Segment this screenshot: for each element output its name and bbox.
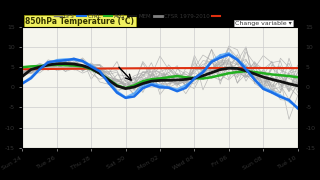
Text: 850hPa Temperature (°C): 850hPa Temperature (°C) — [25, 17, 134, 26]
Text: Change variable ▾: Change variable ▾ — [235, 21, 292, 26]
Legend: GFS, CTRL, AVG, MEM, CFSR 1979-2010, : GFS, CTRL, AVG, MEM, CFSR 1979-2010, — [52, 12, 224, 21]
